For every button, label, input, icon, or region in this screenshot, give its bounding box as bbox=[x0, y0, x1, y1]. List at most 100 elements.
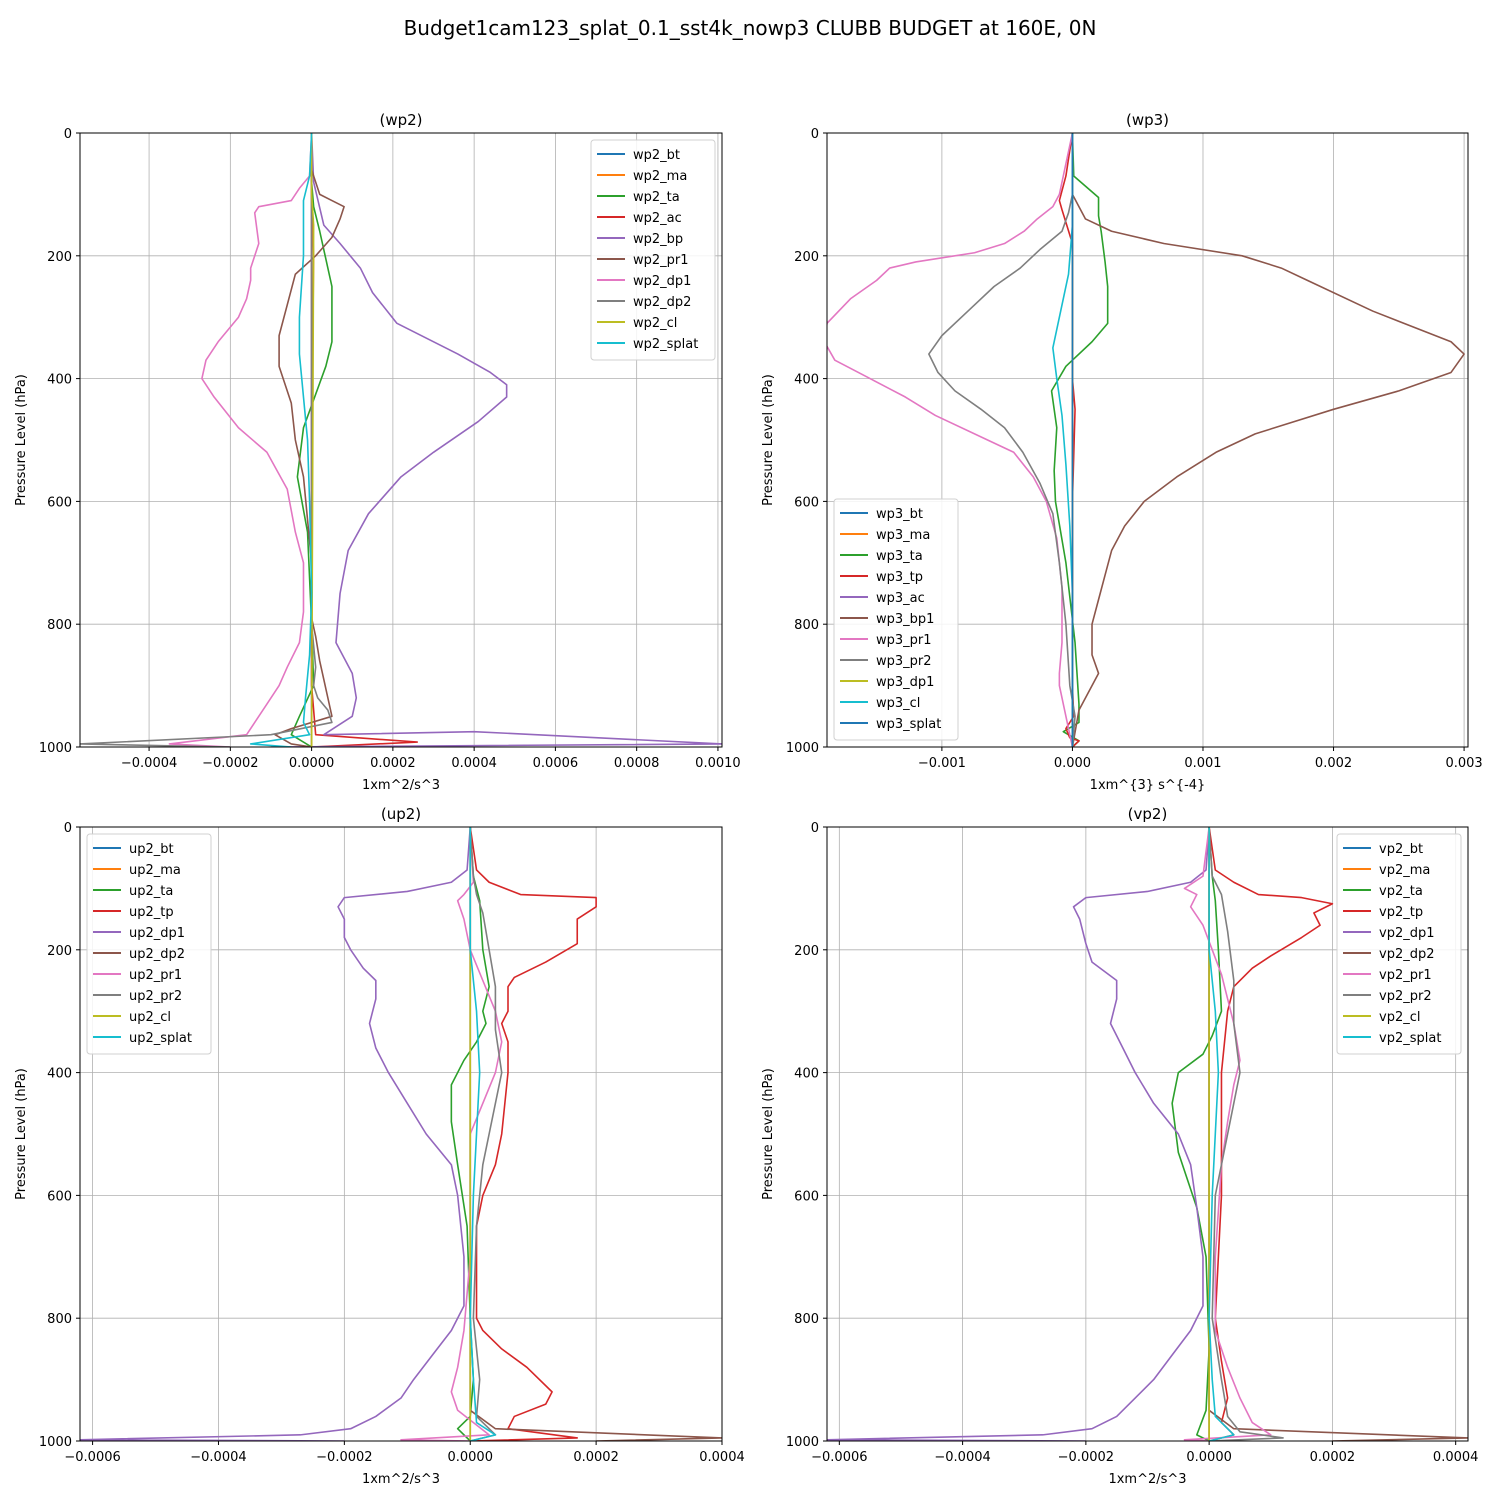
series-line-vp2_tp bbox=[1208, 827, 1334, 1441]
legend-label-vp2_bt: vp2_bt bbox=[1379, 842, 1423, 857]
chart-3: −0.0006 −0.0004 −0.0002 0.0000 0.0002 0.0004 0… bbox=[14, 805, 745, 1487]
legend-label-wp3_splat: wp3_splat bbox=[876, 717, 941, 732]
chart-1-y-tick-label: 800 bbox=[47, 618, 72, 633]
series-line-up2_ta bbox=[450, 827, 490, 1441]
chart-1-x-tick-label: −0.0004 bbox=[121, 756, 177, 771]
chart-1-x-tick-label: 0.0000 bbox=[289, 756, 335, 771]
chart-1-y-tick-label: 600 bbox=[47, 495, 72, 510]
series-line-wp2_dp2 bbox=[80, 133, 333, 747]
legend-label-wp2_ac: wp2_ac bbox=[633, 211, 682, 226]
legend-label-vp2_dp1: vp2_dp1 bbox=[1379, 926, 1435, 941]
chart-1-series-group bbox=[80, 133, 722, 747]
series-line-up2_dp1 bbox=[80, 827, 472, 1441]
chart-4-x-axis-label: 1xm^2/s^3 bbox=[1108, 1472, 1186, 1487]
chart-1-y-axis-label: Pressure Level (hPa) bbox=[14, 374, 29, 506]
chart-3-x-tick-label: −0.0006 bbox=[64, 1450, 120, 1465]
chart-2-y-tick-label: 400 bbox=[794, 373, 819, 388]
legend-label-wp2_dp1: wp2_dp1 bbox=[633, 274, 691, 289]
legend-label-wp3_tp: wp3_tp bbox=[876, 570, 923, 585]
chart-3-x-tick-label: −0.0002 bbox=[316, 1450, 372, 1465]
series-line-wp3_pr1 bbox=[827, 133, 1074, 747]
legend-label-vp2_ma: vp2_ma bbox=[1379, 863, 1430, 878]
legend-label-wp2_ta: wp2_ta bbox=[633, 190, 680, 205]
legend-label-wp3_pr1: wp3_pr1 bbox=[876, 633, 932, 648]
series-line-wp3_ta bbox=[1050, 133, 1109, 747]
legend-label-wp3_ta: wp3_ta bbox=[876, 549, 923, 564]
series-line-wp3_pr2 bbox=[928, 133, 1076, 747]
series-line-vp2_ta bbox=[1171, 827, 1223, 1441]
chart-4-plot-frame bbox=[826, 826, 1469, 1442]
chart-2-x-tick-label: 0.001 bbox=[1184, 756, 1221, 771]
legend-label-up2_ma: up2_ma bbox=[129, 863, 181, 878]
series-line-wp3_cl bbox=[1052, 133, 1074, 747]
series-line-wp2_bp bbox=[270, 133, 722, 747]
chart-1-y-tick-label: 200 bbox=[47, 250, 72, 265]
series-line-vp2_dp1 bbox=[827, 827, 1210, 1441]
legend-label-wp3_bt: wp3_bt bbox=[876, 507, 923, 522]
legend-label-wp2_bt: wp2_bt bbox=[633, 148, 680, 163]
chart-1-x-tick-label: −0.0002 bbox=[202, 756, 258, 771]
legend-label-vp2_pr1: vp2_pr1 bbox=[1379, 968, 1432, 983]
legend-label-vp2_ta: vp2_ta bbox=[1379, 884, 1423, 899]
chart-3-y-tick-label: 800 bbox=[47, 1312, 72, 1327]
chart-4-title: (vp2) bbox=[1128, 805, 1168, 823]
legend-label-up2_pr2: up2_pr2 bbox=[129, 989, 182, 1004]
chart-2-y-tick-label: 800 bbox=[794, 618, 819, 633]
chart-3-x-tick-label: 0.0004 bbox=[699, 1450, 745, 1465]
series-line-wp2_dp1 bbox=[168, 133, 313, 747]
series-line-wp2_cl bbox=[310, 133, 315, 747]
legend-label-wp2_pr1: wp2_pr1 bbox=[633, 253, 689, 268]
legend-label-wp3_dp1: wp3_dp1 bbox=[876, 675, 934, 690]
legend-label-up2_bt: up2_bt bbox=[129, 842, 174, 857]
legend-label-up2_cl: up2_cl bbox=[129, 1010, 171, 1025]
chart-4-x-tick-label: 0.0002 bbox=[1310, 1450, 1356, 1465]
legend-label-wp2_bp: wp2_bp bbox=[633, 232, 683, 247]
legend-label-wp3_ma: wp3_ma bbox=[876, 528, 930, 543]
chart-2-x-tick-label: 0.002 bbox=[1315, 756, 1352, 771]
series-line-up2_pr1 bbox=[400, 827, 503, 1441]
chart-1-x-tick-label: 0.0004 bbox=[451, 756, 497, 771]
chart-4-x-tick-label: −0.0004 bbox=[934, 1450, 990, 1465]
chart-4: −0.0006 −0.0004 −0.0002 0.0000 0.0002 0.0004 0… bbox=[761, 805, 1478, 1487]
chart-1-x-axis-label: 1xm^2/s^3 bbox=[362, 778, 440, 793]
chart-2-x-tick-label: −0.001 bbox=[918, 756, 966, 771]
chart-2-y-tick-label: 600 bbox=[794, 495, 819, 510]
chart-4-y-tick-label: 600 bbox=[794, 1189, 819, 1204]
chart-4-x-tick-label: 0.0004 bbox=[1433, 1450, 1479, 1465]
chart-1-legend: wp2_bt wp2_ma wp2_ta wp2_ac wp2_bp wp2_pr1 wp2… bbox=[590, 139, 716, 361]
legend-label-wp3_ac: wp3_ac bbox=[876, 591, 925, 606]
legend-label-wp3_bp1: wp3_bp1 bbox=[876, 612, 934, 627]
chart-1-plot-frame bbox=[79, 132, 723, 748]
chart-3-y-axis-label: Pressure Level (hPa) bbox=[14, 1068, 29, 1200]
chart-1-x-tick-label: 0.0008 bbox=[614, 756, 660, 771]
legend-label-vp2_cl: vp2_cl bbox=[1379, 1010, 1420, 1025]
chart-2-plot-frame bbox=[826, 132, 1469, 748]
chart-2-x-axis-label: 1xm^{3} s^{-4} bbox=[1090, 778, 1206, 793]
chart-1-y-tick-label: 1000 bbox=[39, 741, 72, 756]
chart-2-y-tick-label: 0 bbox=[811, 127, 819, 142]
series-line-wp2_ac bbox=[310, 133, 419, 747]
chart-3-y-tick-label: 200 bbox=[47, 944, 72, 959]
legend-label-vp2_splat: vp2_splat bbox=[1379, 1031, 1441, 1046]
legend-label-vp2_pr2: vp2_pr2 bbox=[1379, 989, 1432, 1004]
legend-label-up2_splat: up2_splat bbox=[129, 1031, 192, 1046]
chart-2-legend-box bbox=[833, 498, 959, 741]
chart-3-y-tick-label: 0 bbox=[64, 821, 72, 836]
legend-label-up2_pr1: up2_pr1 bbox=[129, 968, 182, 983]
series-line-vp2_pr2 bbox=[1208, 827, 1284, 1441]
chart-4-series-group bbox=[827, 827, 1468, 1441]
legend-label-wp2_cl: wp2_cl bbox=[633, 316, 677, 331]
series-line-wp3_tp bbox=[1058, 133, 1080, 747]
chart-2-x-tick-label: 0.000 bbox=[1054, 756, 1091, 771]
chart-4-legend: vp2_bt vp2_ma vp2_ta vp2_tp vp2_dp1 vp2_dp2vp… bbox=[1336, 833, 1462, 1055]
legend-label-up2_ta: up2_ta bbox=[129, 884, 173, 899]
chart-1-y-tick-label: 0 bbox=[64, 127, 72, 142]
figure-title: Budget1cam123_splat_0.1_sst4k_nowp3 CLUB… bbox=[403, 16, 1097, 40]
legend-label-vp2_tp: vp2_tp bbox=[1379, 905, 1423, 920]
chart-3-x-axis-label: 1xm^2/s^3 bbox=[362, 1472, 440, 1487]
chart-4-y-tick-label: 400 bbox=[794, 1067, 819, 1082]
chart-3-y-tick-label: 400 bbox=[47, 1067, 72, 1082]
legend-label-vp2_dp2: vp2_dp2 bbox=[1379, 947, 1435, 962]
chart-4-y-tick-label: 0 bbox=[811, 821, 819, 836]
chart-2: −0.001 0.000 0.001 0.002 0.003 0 200 400 600 800 1… bbox=[761, 111, 1483, 793]
